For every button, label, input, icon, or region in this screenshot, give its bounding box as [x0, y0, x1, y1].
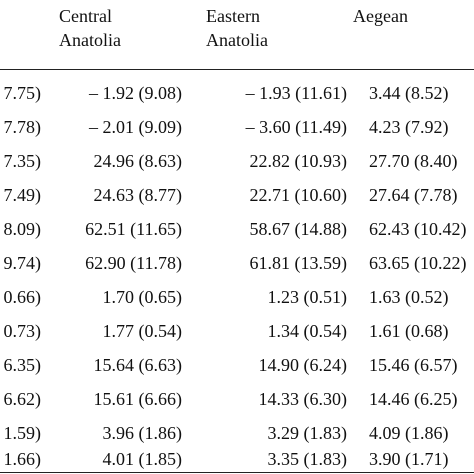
table-row: 0.73) 1.77 (0.54) 1.34 (0.54) 1.61 (0.68… [0, 314, 474, 348]
cell-aegean: 62.43 (10.42) [369, 219, 467, 239]
cell-central-anatolia: 24.96 (8.63) [93, 151, 183, 171]
cell-partial: 7.35) [3, 151, 42, 171]
cell-aegean: 63.65 (10.22) [369, 253, 467, 273]
cell-eastern-anatolia: – 3.60 (11.49) [245, 117, 347, 137]
cell-partial: 6.35) [3, 355, 42, 375]
cell-partial: 1.59) [3, 423, 42, 443]
cell-eastern-anatolia: 14.90 (6.24) [258, 355, 348, 375]
cell-partial: 7.78) [3, 117, 42, 137]
table-row: 7.78) – 2.01 (9.09) – 3.60 (11.49) 4.23 … [0, 110, 474, 144]
cell-aegean: 3.90 (1.71) [369, 449, 449, 469]
cell-central-anatolia: – 1.92 (9.08) [89, 83, 182, 103]
cell-eastern-anatolia: 3.29 (1.83) [267, 423, 348, 443]
column-header-central-anatolia: Central Anatolia [59, 6, 121, 50]
cell-aegean: 14.46 (6.25) [369, 389, 458, 409]
cell-partial: 0.66) [3, 287, 42, 307]
table-row: 0.66) 1.70 (0.65) 1.23 (0.51) 1.63 (0.52… [0, 280, 474, 314]
table-row: 8.09) 62.51 (11.65) 58.67 (14.88) 62.43 … [0, 212, 474, 246]
cell-eastern-anatolia: 1.23 (0.51) [267, 287, 348, 307]
table-top-rule [0, 69, 474, 70]
cell-aegean: 27.70 (8.40) [369, 151, 458, 171]
table-row: 7.35) 24.96 (8.63) 22.82 (10.93) 27.70 (… [0, 144, 474, 178]
table-row: 6.35) 15.64 (6.63) 14.90 (6.24) 15.46 (6… [0, 348, 474, 382]
cell-central-anatolia: 15.61 (6.66) [93, 389, 183, 409]
table-row: 1.66) 4.01 (1.85) 3.35 (1.83) 3.90 (1.71… [0, 442, 474, 474]
column-header-eastern-anatolia: Eastern Anatolia [206, 6, 268, 50]
cell-eastern-anatolia: 61.81 (13.59) [249, 253, 348, 273]
table-row: 1.59) 3.96 (1.86) 3.29 (1.83) 4.09 (1.86… [0, 416, 474, 450]
cell-partial: 9.74) [3, 253, 42, 273]
table-row: 7.75) – 1.92 (9.08) – 1.93 (11.61) 3.44 … [0, 76, 474, 110]
cell-aegean: 27.64 (7.78) [369, 185, 458, 205]
cell-partial: 6.62) [3, 389, 42, 409]
cell-aegean: 4.23 (7.92) [369, 117, 449, 137]
cell-partial: 1.66) [3, 449, 42, 469]
cell-aegean: 4.09 (1.86) [369, 423, 449, 443]
cell-aegean: 1.61 (0.68) [369, 321, 449, 341]
cell-partial: 7.75) [3, 83, 42, 103]
cell-central-anatolia: 1.77 (0.54) [102, 321, 183, 341]
cell-partial: 7.49) [3, 185, 42, 205]
column-header-aegean: Aegean [353, 6, 408, 26]
cell-central-anatolia: 4.01 (1.85) [102, 449, 183, 469]
cell-aegean: 3.44 (8.52) [369, 83, 449, 103]
cell-central-anatolia: 24.63 (8.77) [93, 185, 183, 205]
cell-eastern-anatolia: – 1.93 (11.61) [245, 83, 347, 103]
cell-central-anatolia: 62.90 (11.78) [85, 253, 182, 273]
cell-aegean: 15.46 (6.57) [369, 355, 458, 375]
cell-eastern-anatolia: 22.82 (10.93) [249, 151, 348, 171]
table-bottom-rule [0, 472, 474, 473]
cell-central-anatolia: 1.70 (0.65) [102, 287, 183, 307]
cell-central-anatolia: 62.51 (11.65) [85, 219, 182, 239]
cell-eastern-anatolia: 22.71 (10.60) [249, 185, 348, 205]
cell-central-anatolia: 3.96 (1.86) [102, 423, 183, 443]
table-row: 6.62) 15.61 (6.66) 14.33 (6.30) 14.46 (6… [0, 382, 474, 416]
cell-eastern-anatolia: 1.34 (0.54) [267, 321, 348, 341]
cell-eastern-anatolia: 3.35 (1.83) [267, 449, 348, 469]
cell-central-anatolia: 15.64 (6.63) [93, 355, 183, 375]
table-row: 7.49) 24.63 (8.77) 22.71 (10.60) 27.64 (… [0, 178, 474, 212]
cell-partial: 0.73) [3, 321, 42, 341]
cell-central-anatolia: – 2.01 (9.09) [89, 117, 182, 137]
cell-eastern-anatolia: 58.67 (14.88) [249, 219, 348, 239]
cell-partial: 8.09) [3, 219, 42, 239]
cell-aegean: 1.63 (0.52) [369, 287, 449, 307]
cell-eastern-anatolia: 14.33 (6.30) [258, 389, 348, 409]
table-row: 9.74) 62.90 (11.78) 61.81 (13.59) 63.65 … [0, 246, 474, 280]
